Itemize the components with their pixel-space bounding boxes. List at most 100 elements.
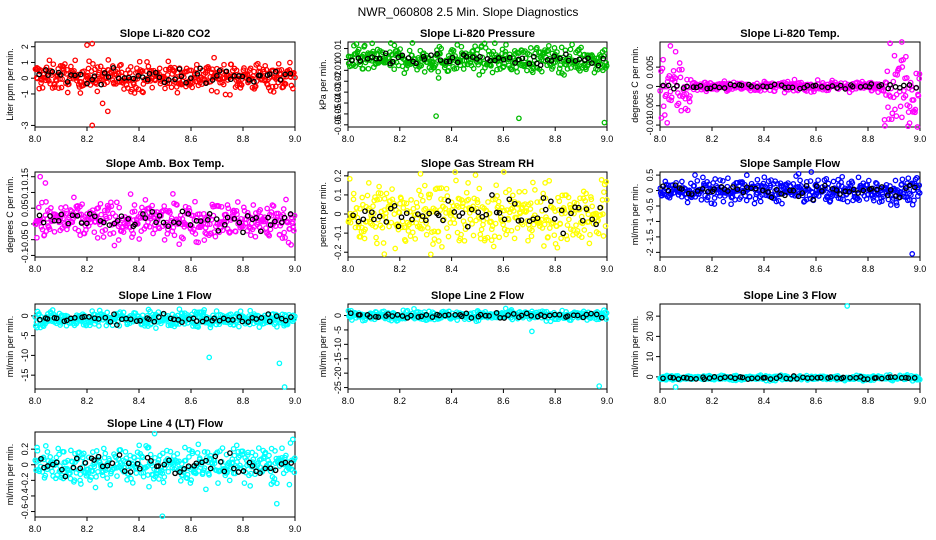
data-point xyxy=(435,228,442,235)
x-tick-label: 8.4 xyxy=(133,134,146,144)
average-point xyxy=(389,58,396,65)
average-point xyxy=(794,375,800,382)
data-point xyxy=(74,203,81,209)
y-tick-label: 0 xyxy=(333,212,343,217)
data-point xyxy=(901,87,907,94)
data-point xyxy=(465,180,471,186)
data-point xyxy=(894,202,900,209)
series-points xyxy=(657,169,923,257)
average-point xyxy=(558,207,565,214)
page-title: NWR_060808 2.5 Min. Slope Diagnostics xyxy=(358,5,579,19)
data-point xyxy=(176,241,183,248)
data-point xyxy=(224,202,231,208)
average-point xyxy=(449,54,456,61)
average-point xyxy=(58,211,65,218)
average-point xyxy=(373,55,380,62)
outlier-point xyxy=(104,108,111,115)
average-point xyxy=(790,187,797,194)
data-point xyxy=(200,309,207,316)
data-point xyxy=(660,56,666,63)
data-point xyxy=(720,178,726,184)
data-point xyxy=(890,78,897,85)
average-point xyxy=(197,65,203,72)
data-point xyxy=(541,243,547,249)
data-point xyxy=(379,224,386,231)
data-point xyxy=(122,448,129,455)
data-point xyxy=(687,93,693,99)
data-point xyxy=(502,48,509,55)
average-point xyxy=(419,213,426,219)
panel-title: Slope Li-820 CO2 xyxy=(120,28,210,40)
data-point xyxy=(418,62,425,69)
data-point xyxy=(156,70,162,77)
data-point xyxy=(542,195,549,202)
data-point xyxy=(888,116,895,123)
data-point xyxy=(42,443,49,449)
data-point xyxy=(68,447,74,454)
data-point xyxy=(348,54,354,60)
data-point xyxy=(601,47,608,53)
average-point xyxy=(258,315,265,321)
average-point xyxy=(701,376,708,382)
average-point xyxy=(789,84,796,91)
data-point xyxy=(754,176,761,183)
panel-title: Slope Li-820 Temp. xyxy=(740,28,839,40)
data-point xyxy=(530,221,537,228)
average-point xyxy=(36,71,42,78)
black-points xyxy=(36,65,294,88)
data-point xyxy=(495,198,502,205)
average-point xyxy=(688,191,695,197)
x-tick-label: 8.4 xyxy=(133,524,146,534)
data-point xyxy=(893,113,900,119)
average-point xyxy=(667,374,674,381)
data-point xyxy=(79,201,85,208)
data-point xyxy=(266,232,273,239)
data-point xyxy=(373,234,379,241)
average-point xyxy=(456,213,463,219)
data-point xyxy=(39,84,46,91)
average-point xyxy=(394,311,401,318)
data-point xyxy=(675,100,682,107)
average-point xyxy=(348,57,355,64)
data-point xyxy=(228,61,235,68)
average-point xyxy=(405,55,412,61)
data-point xyxy=(104,309,111,316)
data-point xyxy=(359,194,366,201)
data-point xyxy=(271,475,278,482)
average-point xyxy=(84,80,90,87)
y-axis-label: degrees C per min. xyxy=(630,46,640,123)
panel-title: Slope Gas Stream RH xyxy=(421,158,534,170)
data-point xyxy=(201,449,208,455)
data-point xyxy=(418,192,424,199)
average-point xyxy=(45,72,51,78)
data-point xyxy=(897,103,904,110)
data-point xyxy=(241,65,247,71)
data-point xyxy=(893,199,900,206)
x-tick-label: 8.6 xyxy=(497,134,510,144)
y-tick-label: -1 xyxy=(20,90,30,98)
data-point xyxy=(694,177,701,184)
average-point xyxy=(72,72,78,79)
average-point xyxy=(418,313,425,320)
data-point xyxy=(711,201,718,207)
y-tick-label: 0.005 xyxy=(645,56,655,79)
data-point xyxy=(227,311,234,318)
average-point xyxy=(887,82,893,88)
data-point xyxy=(398,195,404,202)
average-point xyxy=(486,313,492,319)
data-point xyxy=(162,85,168,92)
data-point xyxy=(545,217,552,224)
data-point xyxy=(743,197,750,204)
data-point xyxy=(38,463,44,470)
data-point xyxy=(129,480,136,486)
data-point xyxy=(96,323,102,329)
average-point xyxy=(216,317,223,324)
x-tick-label: 8.6 xyxy=(185,396,198,406)
average-point xyxy=(506,54,513,61)
average-point xyxy=(399,313,406,319)
data-point xyxy=(532,187,538,193)
data-point xyxy=(459,203,466,210)
data-point xyxy=(64,89,71,96)
data-point xyxy=(240,204,247,211)
average-point xyxy=(277,77,284,83)
